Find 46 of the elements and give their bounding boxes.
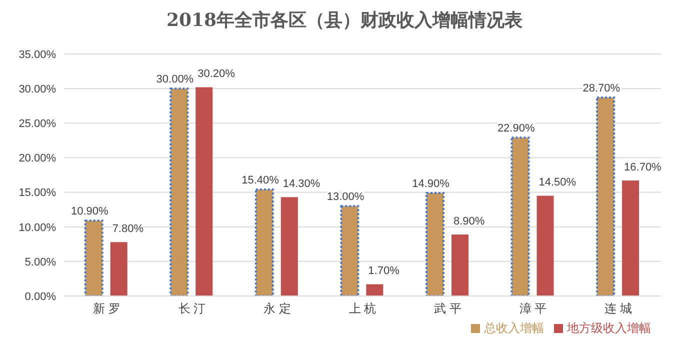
bar [622,180,640,296]
bar [254,188,274,296]
y-tick-label: 15.00% [18,187,56,200]
legend-label: 地方级收入增幅 [567,321,651,335]
bar [596,96,616,296]
bar [196,87,213,296]
y-tick-label: 0.00% [24,290,56,303]
data-label: 30.20% [198,68,236,80]
x-tick-label: 武 平 [434,302,462,316]
data-label: 22.90% [497,122,535,135]
data-label: 8.90% [453,215,485,228]
data-label: 1.70% [368,265,400,278]
bar [510,136,530,296]
x-tick-label: 长 汀 [178,302,206,316]
bar [84,220,104,296]
data-label: 16.70% [624,162,662,174]
bar [280,197,298,296]
data-label: 14.30% [282,178,320,190]
data-label: 15.40% [242,174,280,187]
data-label: 28.70% [582,82,620,95]
x-tick-label: 连 城 [604,302,632,316]
x-tick-label: 漳 平 [519,302,547,316]
bar [110,242,128,296]
y-tick-label: 30.00% [18,83,56,96]
y-tick-label: 10.00% [18,222,56,234]
bar [170,88,189,296]
bar [451,234,468,296]
x-tick-label: 新 罗 [92,302,120,316]
data-label: 14.90% [412,178,450,190]
y-tick-label: 35.00% [18,48,56,61]
x-tick-label: 永 定 [264,302,291,316]
legend-label: 总收入增幅 [484,321,544,335]
data-label: 10.90% [71,206,109,218]
y-tick-label: 25.00% [18,118,56,130]
bar [536,196,554,296]
chart-title: 2018年全市各区（县）财政收入增幅情况表 [165,9,524,32]
data-label: 14.50% [538,176,576,189]
y-tick-label: 5.00% [24,256,56,268]
y-tick-label: 20.00% [18,152,56,165]
bar [366,284,384,296]
x-tick-label: 上 杭 [348,302,376,316]
data-label: 7.80% [112,223,144,236]
data-label: 13.00% [326,191,364,204]
bar [340,205,360,296]
data-label: 30.00% [156,74,194,86]
bar [425,192,444,296]
